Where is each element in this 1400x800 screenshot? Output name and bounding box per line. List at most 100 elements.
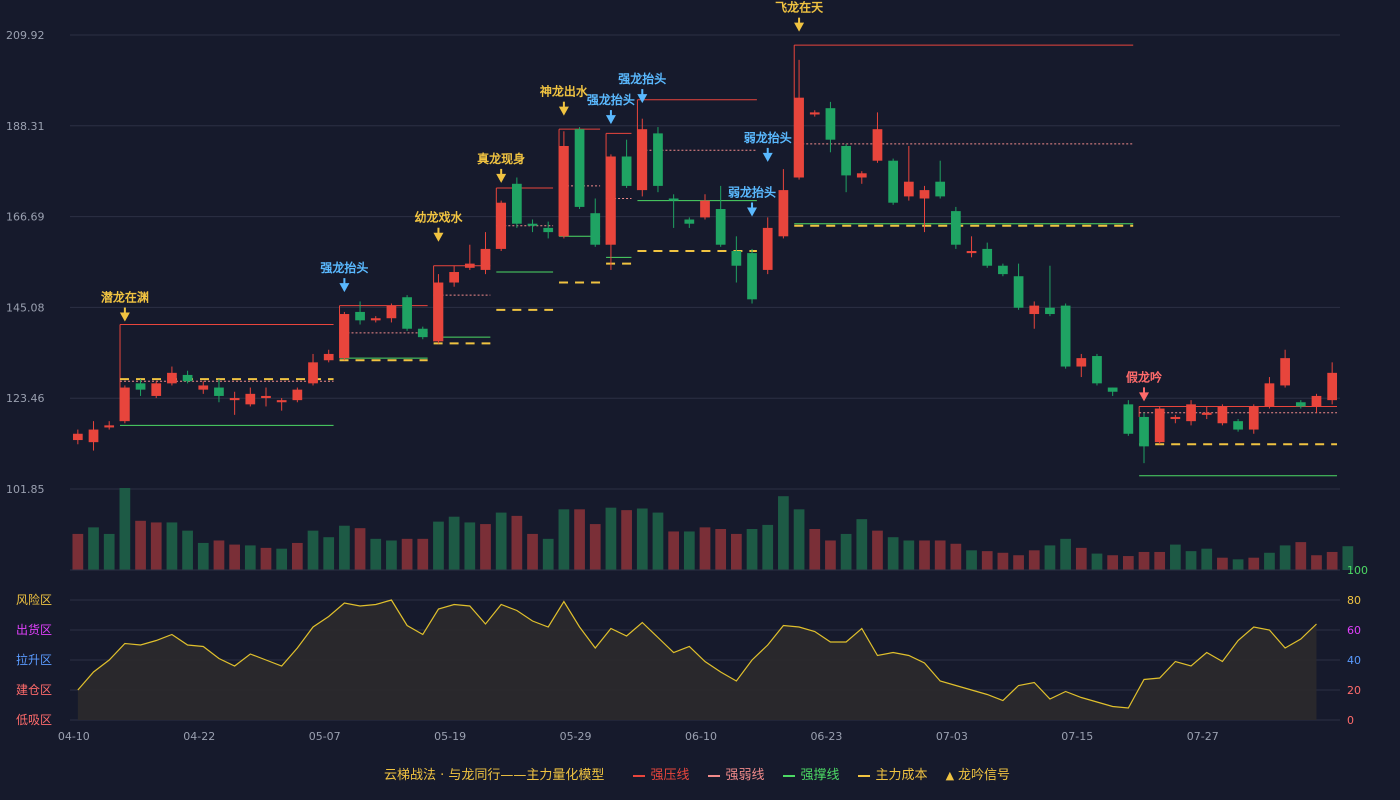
candle-body: [841, 145, 851, 176]
legend-swatch: [782, 774, 795, 777]
osc-zone-label: 拉升区: [16, 652, 52, 667]
volume-bar: [527, 533, 538, 570]
x-tick-label: 06-23: [810, 730, 842, 743]
price-tick-label: 101.85: [6, 483, 45, 496]
signal-arrow-icon: [637, 94, 648, 104]
volume-bar: [1264, 552, 1275, 570]
signal-label: 强龙抬头: [320, 260, 368, 275]
candle-body: [261, 395, 271, 399]
legend-item: 主力成本: [852, 768, 928, 783]
candle-body: [966, 251, 977, 254]
x-tick-label: 04-22: [183, 730, 215, 743]
x-tick-label: 04-10: [58, 730, 90, 743]
candle-body: [1060, 305, 1071, 367]
candle-body: [1123, 404, 1134, 434]
candle-body: [715, 209, 726, 245]
volume-bar: [244, 545, 256, 570]
legend-item: 强弱线: [702, 768, 765, 783]
signal-label: 弱龙抬头: [744, 130, 792, 145]
candle-body: [590, 213, 601, 245]
candle-body: [668, 198, 679, 201]
signal-arrow-icon: [605, 115, 616, 125]
volume-bar: [778, 496, 789, 570]
candle-body: [480, 248, 491, 270]
volume-bar: [1013, 555, 1024, 570]
volume-bar: [605, 507, 617, 570]
candle-body: [1170, 416, 1181, 420]
candle-body: [1186, 404, 1196, 422]
candle-body: [1201, 412, 1212, 415]
price-tick-label: 209.92: [6, 29, 45, 42]
signal-arrow-icon: [339, 283, 350, 293]
signal-arrow-icon: [747, 207, 758, 217]
volume-bar: [339, 525, 350, 570]
osc-zone-label: 建仓区: [16, 683, 52, 697]
candle-body: [747, 253, 757, 300]
legend-label: 主力成本: [875, 768, 928, 783]
volume-bar: [730, 533, 742, 570]
volume-bar: [872, 530, 883, 570]
volume-bar: [119, 488, 131, 570]
volume-bar: [903, 540, 915, 570]
signal-arrow-icon: [558, 106, 569, 116]
x-tick-label: 06-10: [685, 730, 717, 743]
volume-bar: [103, 533, 115, 570]
volume-bar: [652, 512, 664, 570]
volume-bar: [1154, 551, 1166, 570]
volume-bar: [558, 509, 570, 570]
volume-bar: [1201, 548, 1213, 570]
volume-bar: [683, 531, 695, 570]
candle-body: [888, 160, 899, 203]
candle-body: [104, 425, 115, 428]
x-tick-label: 05-07: [309, 730, 341, 743]
candle-body: [606, 156, 616, 245]
signal-label: 弱龙抬头: [728, 185, 776, 200]
candle-body: [386, 305, 397, 319]
volume-bar: [1138, 551, 1150, 570]
x-tick-label: 07-27: [1187, 730, 1219, 743]
candle-body: [872, 129, 883, 161]
signal-arrow-icon: [119, 312, 130, 322]
signal-label: 飞龙在天: [775, 0, 824, 15]
candle-body: [72, 433, 83, 441]
legend-swatch: [857, 774, 870, 777]
volume-bar: [480, 524, 491, 570]
volume-bar: [448, 516, 460, 570]
volume-bar: [135, 520, 146, 570]
candle-body: [1233, 421, 1243, 430]
volume-bar: [1044, 545, 1056, 570]
volume-bar: [1248, 557, 1260, 570]
candle-body: [1076, 358, 1087, 367]
volume-bar: [260, 547, 272, 570]
legend-item: ▲ 龙吟信号: [940, 768, 1010, 783]
volume-bar: [1342, 546, 1354, 570]
signal-label: 强龙抬头: [618, 71, 666, 86]
volume-bar: [1075, 547, 1087, 570]
volume-bar: [1311, 555, 1322, 570]
signal-label: 幼龙戏水: [414, 210, 463, 225]
candle-body: [120, 387, 130, 422]
volume-bar: [966, 550, 977, 570]
volume-bar: [887, 537, 899, 570]
volume-bar: [840, 533, 852, 570]
osc-line: [77, 599, 1317, 709]
signal-arrow-icon: [433, 232, 444, 242]
candle-body: [1045, 307, 1055, 315]
legend-swatch: ▲: [945, 769, 955, 782]
x-tick-label: 07-15: [1061, 730, 1093, 743]
legend-label: 强弱线: [725, 768, 765, 783]
candle-body: [88, 429, 99, 443]
volume-bar: [276, 548, 288, 570]
candle-body: [1029, 305, 1040, 315]
volume-bar: [323, 537, 335, 570]
candle-body: [621, 156, 632, 186]
volume-bar: [668, 531, 680, 570]
volume-bar: [1170, 544, 1181, 570]
candle-body: [982, 248, 993, 266]
volume-bar: [182, 530, 193, 570]
signal-arrow-icon: [1139, 392, 1150, 402]
candle-body: [229, 398, 240, 401]
x-tick-label: 05-19: [434, 730, 466, 743]
volume-bar: [950, 543, 962, 570]
volume-bar: [574, 509, 585, 570]
